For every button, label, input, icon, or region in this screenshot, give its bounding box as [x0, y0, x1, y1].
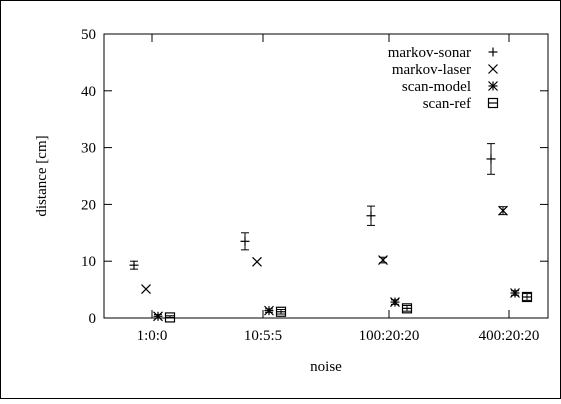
- y-axis-label: distance [cm]: [34, 135, 50, 216]
- point-scan-model: [264, 305, 274, 316]
- x-tick-label: 10:5:5: [244, 328, 282, 344]
- y-tick-label: 10: [81, 254, 96, 270]
- legend-label-markov-sonar: markov-sonar: [388, 45, 471, 61]
- y-tick-label: 50: [81, 27, 96, 43]
- y-tick-label: 20: [81, 197, 96, 213]
- point-scan-model: [390, 297, 400, 308]
- x-tick-label: 100:20:20: [359, 328, 420, 344]
- legend-marker-scan-ref: [487, 97, 499, 109]
- point-markov-sonar: [486, 154, 496, 164]
- point-scan-model: [510, 288, 520, 298]
- point-scan-ref: [164, 312, 176, 323]
- point-markov-laser: [498, 205, 508, 216]
- plot-area-border: [103, 33, 549, 319]
- point-scan-model: [153, 311, 163, 322]
- point-markov-sonar: [129, 260, 139, 270]
- x-axis-label: noise: [310, 359, 342, 375]
- y-tick-label: 40: [81, 84, 96, 100]
- point-scan-ref: [275, 306, 287, 317]
- legend-label-scan-model: scan-model: [402, 79, 471, 95]
- legend-label-markov-laser: markov-laser: [392, 62, 471, 78]
- legend-marker-scan-model: [488, 81, 498, 91]
- y-tick-label: 30: [81, 141, 96, 157]
- x-tick-label: 400:20:20: [479, 328, 540, 344]
- legend-label-scan-ref: scan-ref: [423, 96, 471, 112]
- legend-marker-markov-sonar: [488, 47, 498, 57]
- point-scan-ref: [401, 303, 413, 314]
- point-markov-laser: [141, 284, 151, 294]
- point-markov-laser: [378, 255, 388, 265]
- legend-marker-markov-laser: [488, 64, 498, 74]
- y-tick-label: 0: [89, 311, 97, 327]
- point-markov-laser: [252, 256, 262, 267]
- point-scan-ref: [521, 291, 533, 303]
- point-markov-sonar: [366, 211, 376, 221]
- point-markov-sonar: [240, 236, 250, 246]
- x-tick-label: 1:0:0: [137, 328, 168, 344]
